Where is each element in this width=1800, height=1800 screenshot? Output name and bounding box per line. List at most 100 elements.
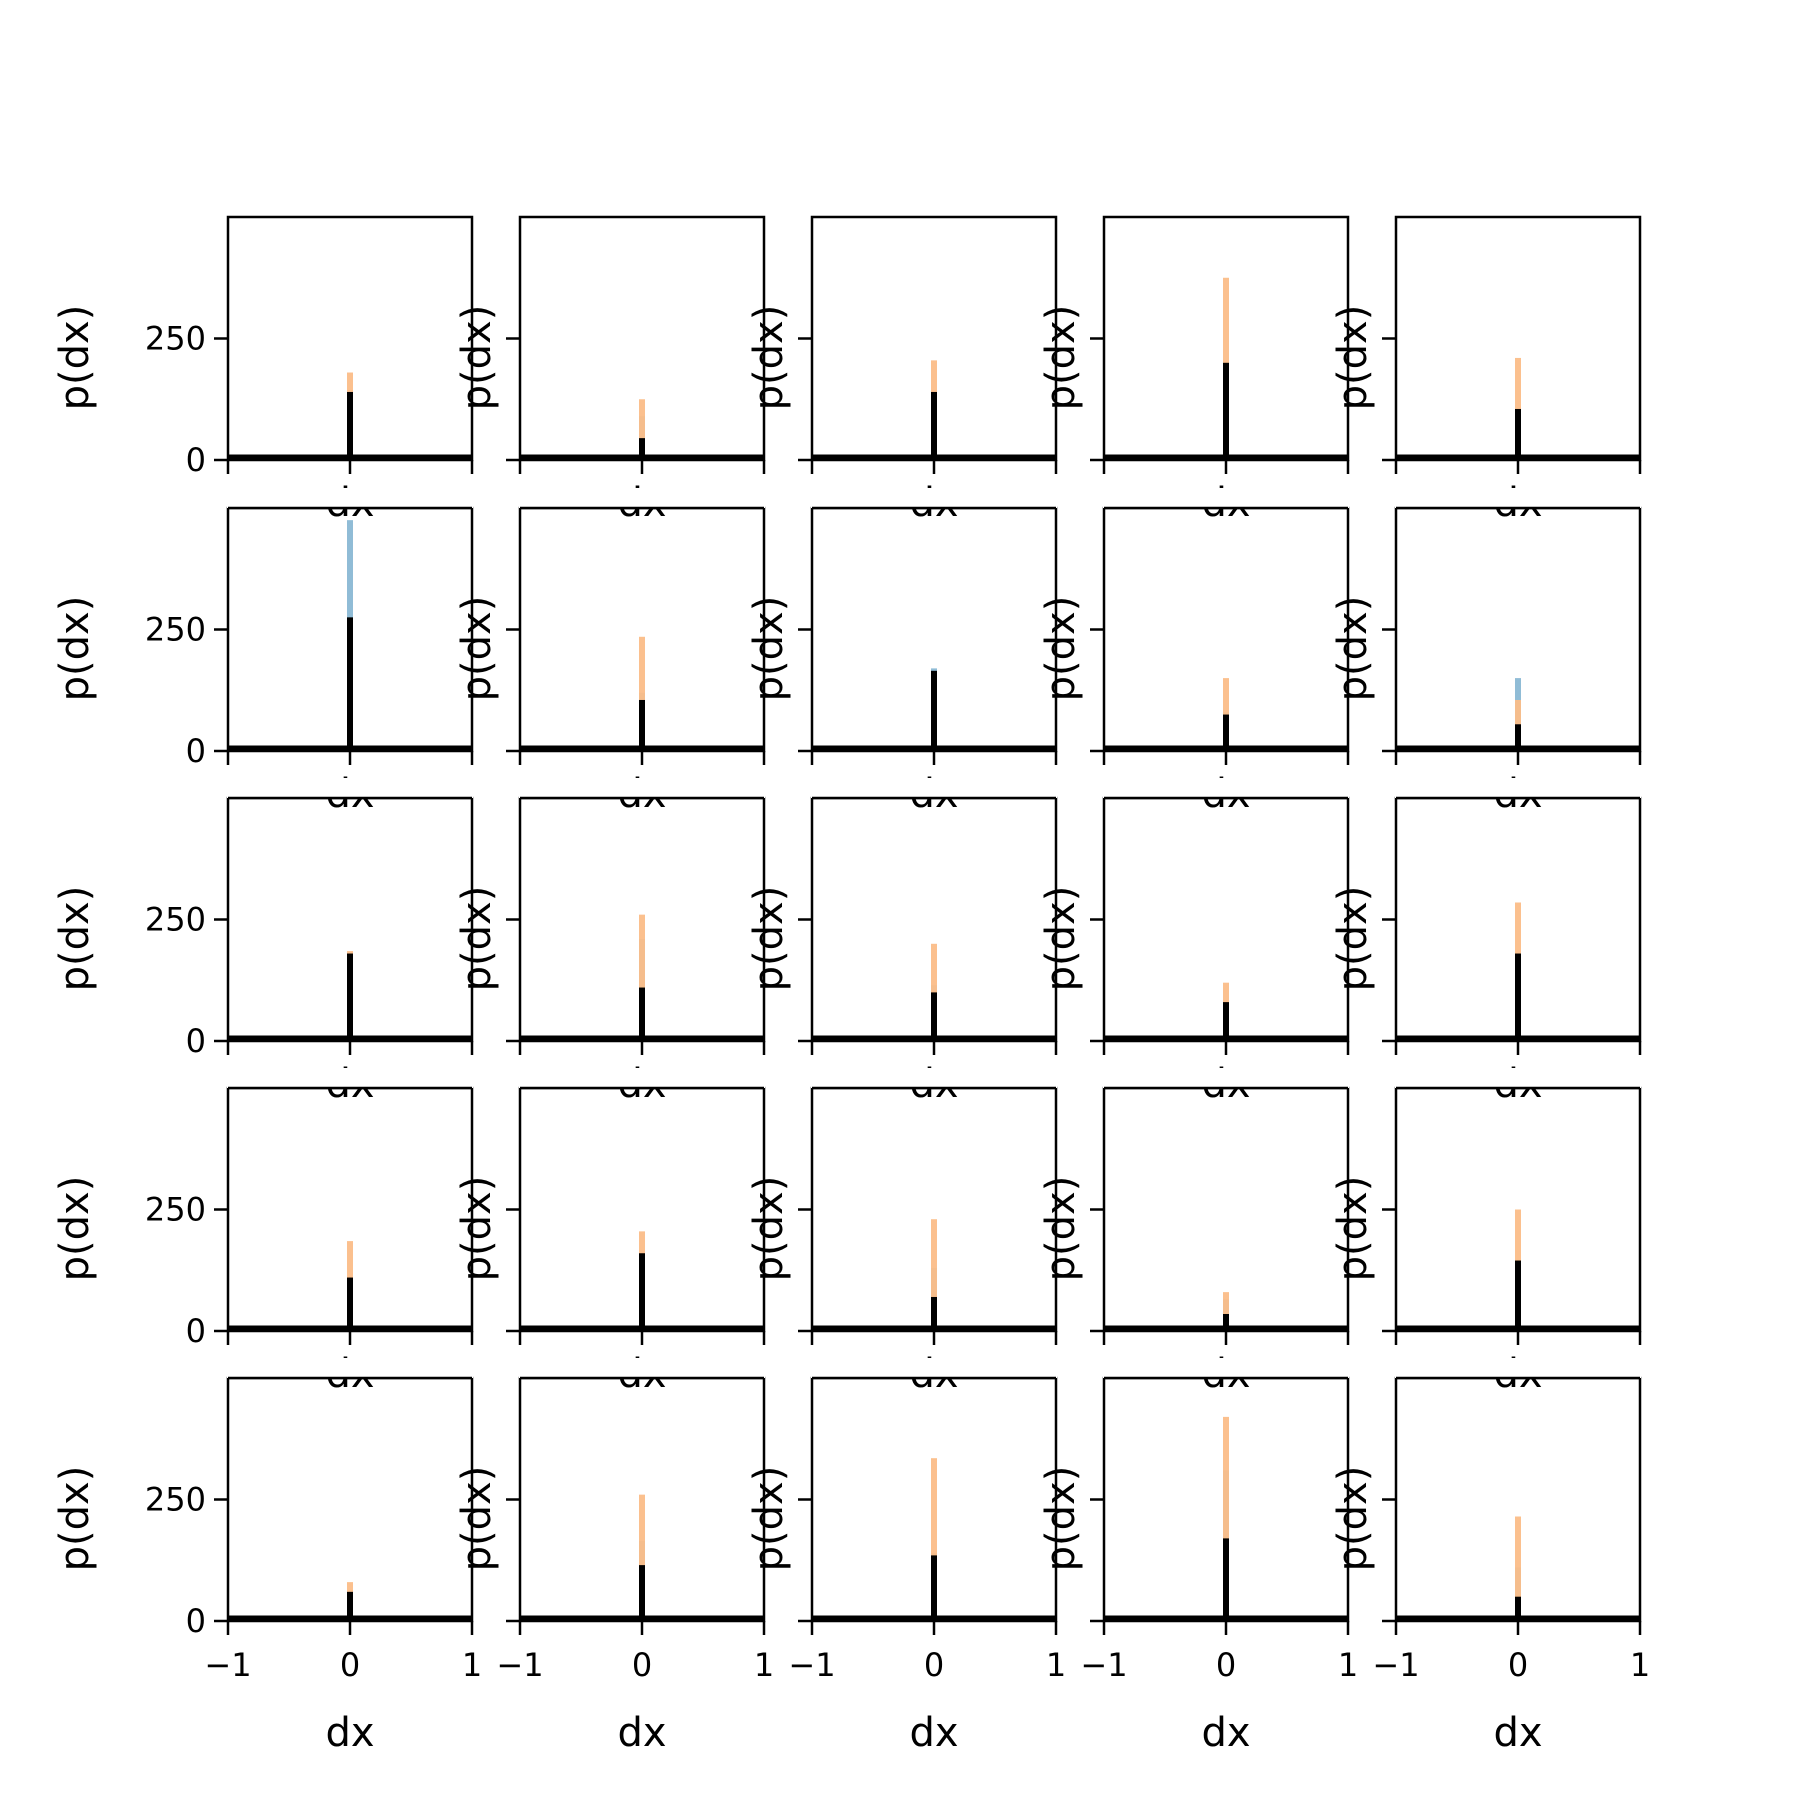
subplot-r3-c4: dxp(dx) [1038,796,1350,1107]
subplot-r5-c2: −1 0 1 dx p(dx) [454,1376,774,1756]
y-axis-label: p(dx) [52,305,98,411]
y-tick-label: 250 [145,1481,206,1519]
x-tick-label: −1 [204,1646,251,1684]
subplot-r2-c4: dxp(dx) [1038,506,1350,817]
y-tick-label: 0 [186,1602,206,1640]
bar-orange [639,636,645,751]
bar-black [1515,408,1521,460]
subplot-r1-c5: dxp(dx) [1330,215,1642,526]
y-tick-label: 0 [186,441,206,479]
subplot-r5-c3: −1 0 1 dx p(dx) [746,1376,1066,1756]
bar-black [347,953,353,1041]
bar-orange [1515,1516,1521,1621]
x-tick-label: 0 [1508,1646,1528,1684]
subplot-r3-c3: dxp(dx) [746,796,1058,1107]
y-axis-label: p(dx) [746,1466,792,1572]
bar-orange [639,914,645,1041]
x-axis-label: dx [325,1710,374,1756]
label-clip-mask [811,1358,1057,1378]
bar-black [639,987,645,1041]
label-clip-mask [227,1068,473,1088]
subplot-r1-c2: dxp(dx) [454,215,766,526]
label-clip-mask [519,1068,765,1088]
subplot-r1-c3: dxp(dx) [746,215,1058,526]
bar-black [931,992,937,1041]
bar-black [639,1565,645,1621]
y-tick-label: 250 [145,611,206,649]
bar-black [1515,724,1521,751]
label-clip-mask [519,778,765,798]
bar-black [1223,714,1229,751]
y-axis-label: p(dx) [746,1176,792,1282]
label-clip-mask [227,488,473,508]
subplot-r2-c1: 0250dxp(dx) [52,506,474,817]
x-axis-label: dx [1201,1710,1250,1756]
y-axis-label: p(dx) [1330,305,1376,411]
y-axis-label: p(dx) [1330,1466,1376,1572]
label-clip-mask [519,1358,765,1378]
y-axis-label: p(dx) [746,886,792,992]
bar-black [1515,1596,1521,1621]
bar-black [639,699,645,751]
y-axis-label: p(dx) [1038,1466,1084,1572]
bar-black [347,617,353,751]
bar-orange [931,1458,937,1621]
y-axis-label: p(dx) [454,886,500,992]
x-tick-label: 0 [340,1646,360,1684]
y-axis-label: p(dx) [52,596,98,702]
y-tick-label: 250 [145,320,206,358]
subplot-r1-c1: 0250dxp(dx) [52,215,474,526]
y-axis-label: p(dx) [454,1176,500,1282]
label-clip-mask [1395,778,1641,798]
y-tick-label: 0 [186,1312,206,1350]
subplot-r5-c1: 0 250 −1 0 1 dx p(dx) [52,1376,482,1756]
label-clip-mask [227,778,473,798]
bar-black [1223,1313,1229,1331]
bar-orange [639,399,645,460]
y-tick-label: 250 [145,1191,206,1229]
y-tick-label: 0 [186,1022,206,1060]
label-clip-mask [1103,1358,1349,1378]
subplot-r4-c3: dxp(dx) [746,1086,1058,1397]
bar-black [931,391,937,460]
subplot-r4-c1: 0250dxp(dx) [52,1086,474,1397]
y-axis-label: p(dx) [454,1466,500,1572]
y-axis-label: p(dx) [454,305,500,411]
x-tick-label: 1 [1338,1646,1358,1684]
x-tick-label: 0 [924,1646,944,1684]
subplot-r5-c5: −1 0 1 dx p(dx) [1330,1376,1650,1756]
bar-orange [1223,1292,1229,1331]
subplot-r4-c4: dxp(dx) [1038,1086,1350,1397]
x-tick-label: −1 [1080,1646,1127,1684]
subplot-r1-c4: dxp(dx) [1038,215,1350,526]
bar-black [1515,953,1521,1041]
bar-orange [931,1219,937,1331]
x-axis-label: dx [909,1710,958,1756]
bar-black [931,1555,937,1621]
y-axis-label: p(dx) [52,886,98,992]
bar-black [347,391,353,460]
bar-black [347,1591,353,1621]
y-axis-label: p(dx) [1038,596,1084,702]
label-clip-mask [1395,1358,1641,1378]
bar-orange [1223,1416,1229,1621]
y-axis-label: p(dx) [1038,886,1084,992]
label-clip-mask [1395,488,1641,508]
bar-black [1223,1002,1229,1041]
x-tick-label: 0 [1216,1646,1236,1684]
bar-black [1223,1538,1229,1621]
y-axis-label: p(dx) [1330,1176,1376,1282]
label-clip-mask [1103,1068,1349,1088]
bar-black [639,438,645,460]
label-clip-mask [811,778,1057,798]
y-axis-label: p(dx) [1330,886,1376,992]
subplot-r3-c2: dxp(dx) [454,796,766,1107]
label-clip-mask [227,1358,473,1378]
label-clip-mask [1103,488,1349,508]
bar-black [1515,1260,1521,1331]
label-clip-mask [811,1068,1057,1088]
bar-black [639,1253,645,1331]
y-axis-label: p(dx) [1038,305,1084,411]
y-axis-label: p(dx) [52,1466,98,1572]
x-tick-label: 1 [1046,1646,1066,1684]
